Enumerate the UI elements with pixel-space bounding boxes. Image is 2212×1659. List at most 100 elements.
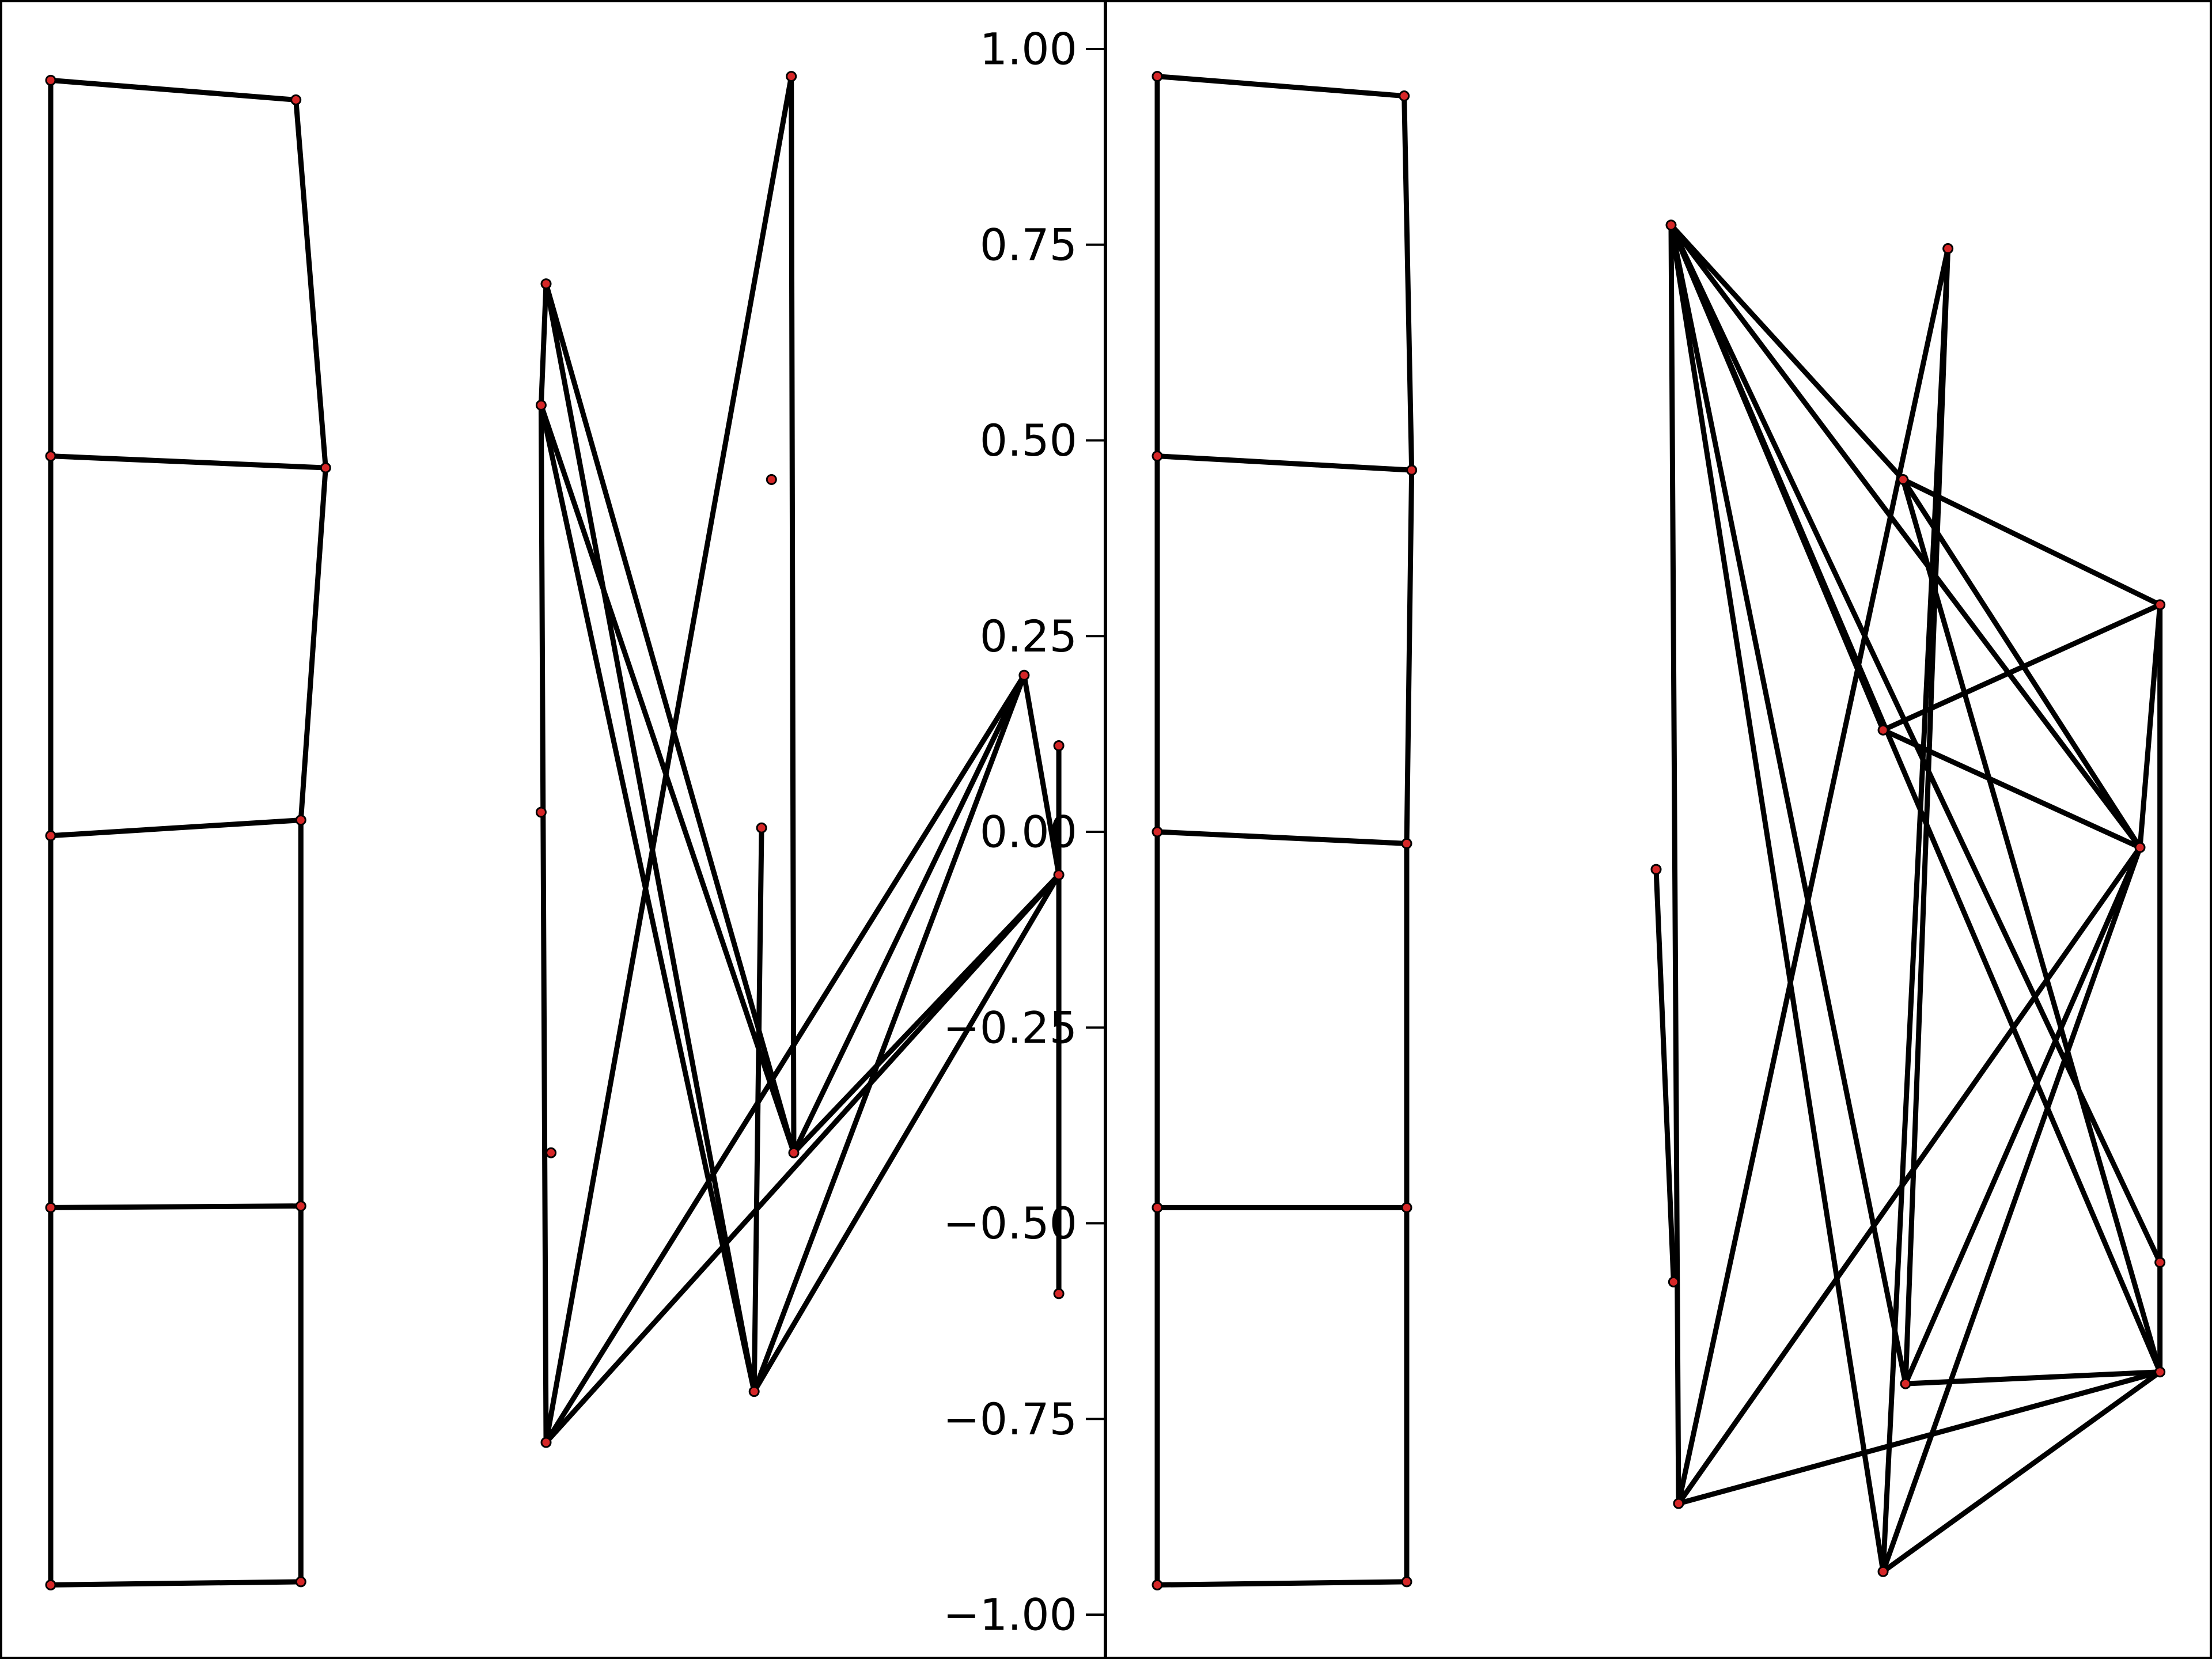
left-nodes-layer [45, 71, 1065, 1590]
left-graph2-edge-4 [538, 402, 757, 1395]
left-graph1-node-7 [295, 1200, 306, 1212]
right-graph2-node-7 [1900, 1378, 1911, 1389]
y-tick-label-7: −0.75 [943, 1393, 1077, 1445]
right-graph1-node-6 [1152, 1202, 1163, 1213]
right-graph1-edge-6 [1154, 829, 1410, 846]
y-tick-label-1: 0.75 [980, 219, 1077, 270]
left-graph2-node-3 [546, 1147, 557, 1158]
right-graph2-node-10 [2134, 842, 2146, 853]
right-graph1-node-9 [1401, 1576, 1412, 1588]
right-graph2-edge-5 [1668, 222, 1908, 1387]
right-graph1-edge-5 [1404, 467, 1415, 846]
left-graph-panel [45, 71, 1065, 1590]
left-graph2-node-13 [1053, 1288, 1065, 1300]
left-graph2-edge-9 [751, 672, 1027, 1395]
right-graph2-node-12 [2154, 1366, 2166, 1378]
left-graph2-node-0 [540, 278, 552, 290]
right-graph2-node-8 [1942, 243, 1954, 255]
left-graph2-node-8 [786, 71, 797, 82]
right-graph2-edge-17 [1880, 844, 2143, 1574]
left-graph2-edge-15 [1021, 672, 1062, 878]
y-axis: 1.00 0.75 0.50 0.25 0.00 −0.25 −0.50 −0.75 −1.00 [943, 24, 1106, 1641]
left-graph2-edge-1 [538, 402, 549, 1445]
right-graph2-edge-10 [1900, 476, 2163, 1375]
right-graph2-node-0 [1650, 863, 1662, 875]
right-graph2-node-9 [2154, 599, 2166, 611]
left-graph2-node-12 [1053, 869, 1065, 881]
left-graph1-edge-2 [293, 97, 328, 471]
right-graph2-edge-1 [1668, 222, 1681, 1506]
right-graph2-edge-4 [1668, 222, 1886, 1574]
y-tick-label-3: 0.25 [980, 611, 1077, 662]
left-graph2-edge-3 [543, 281, 757, 1395]
left-graph2-node-10 [1018, 669, 1030, 681]
right-graph2-node-11 [2154, 1256, 2166, 1268]
left-graph1-edge-9 [48, 1203, 304, 1210]
right-graph1-edge-2 [1402, 93, 1415, 473]
left-graph1-node-3 [320, 462, 331, 474]
right-graph2-edge-2 [1668, 222, 1906, 482]
left-graph2-edge-8 [751, 825, 764, 1395]
left-graph1-node-5 [295, 815, 306, 826]
right-graph2-edge-15 [1676, 1369, 2163, 1506]
left-graph1-node-4 [45, 830, 56, 842]
right-graph1-node-5 [1401, 838, 1412, 849]
left-graph2-edge-0 [538, 281, 549, 408]
right-graph2-edge-13 [1676, 246, 1951, 1506]
right-nodes-layer [1152, 71, 2166, 1590]
right-graph1-edge-0 [1154, 74, 1407, 99]
left-graph2-node-7 [766, 474, 777, 485]
right-graph2-edge-22 [2137, 602, 2163, 850]
left-graph2-node-5 [748, 1386, 760, 1397]
right-graph2-edge-18 [1880, 1369, 2163, 1574]
left-graph2-edge-2 [543, 281, 797, 1156]
left-graph2-edge-13 [543, 672, 1027, 1445]
right-graph1-node-4 [1152, 826, 1163, 838]
right-graph2-node-1 [1665, 219, 1677, 231]
left-graph2-edge-10 [751, 872, 1062, 1395]
left-graph2-node-2 [535, 806, 547, 818]
left-graph1-node-1 [290, 94, 302, 105]
right-graph2-node-5 [1877, 724, 1889, 736]
right-graph-panel [1152, 71, 2166, 1590]
left-graph1-node-8 [45, 1579, 56, 1590]
right-graph2-edge-21 [1903, 1369, 2163, 1387]
right-graph1-node-2 [1152, 450, 1163, 462]
left-graph1-node-9 [295, 1576, 306, 1588]
left-graph2-node-6 [756, 822, 767, 834]
right-graph2-node-2 [1668, 1276, 1679, 1287]
right-graph2-edge-0 [1653, 866, 1676, 1285]
left-graph2-edge-11 [791, 672, 1027, 1156]
left-graph2-node-11 [1053, 740, 1065, 752]
right-graph2-node-4 [1897, 474, 1909, 485]
right-graph2-node-6 [1877, 1566, 1889, 1577]
right-graph2-edge-6 [1668, 222, 2143, 850]
left-graph2-node-4 [540, 1437, 552, 1448]
right-panel-frame [1105, 0, 2212, 1659]
right-graph1-node-0 [1152, 71, 1163, 82]
right-graph2-edge-24 [1900, 476, 2143, 850]
y-tick-label-5: −0.25 [943, 1002, 1077, 1053]
right-graph1-node-3 [1406, 464, 1418, 476]
left-graph1-edge-12 [48, 1579, 304, 1588]
right-graph2-edge-19 [1903, 246, 1951, 1387]
right-graph2-edge-9 [1900, 476, 2163, 608]
left-graph1-edge-3 [48, 453, 328, 471]
left-edges-layer [48, 74, 1062, 1588]
y-tick-label-0: 1.00 [980, 24, 1077, 75]
left-graph1-node-6 [45, 1202, 56, 1213]
right-edges-layer [1154, 74, 2163, 1588]
y-tick-label-4: 0.00 [980, 806, 1077, 858]
left-graph2-edge-7 [789, 74, 797, 1156]
right-graph2-node-3 [1673, 1498, 1684, 1509]
left-graph2-node-1 [535, 399, 547, 411]
left-graph2-edge-6 [543, 74, 794, 1445]
y-tick-label-2: 0.50 [980, 415, 1077, 466]
right-graph1-node-8 [1152, 1579, 1163, 1590]
right-graph1-node-7 [1401, 1202, 1412, 1213]
left-graph1-edge-6 [48, 817, 304, 839]
right-graph1-edge-12 [1154, 1579, 1410, 1588]
left-graph2-node-9 [788, 1147, 800, 1158]
left-graph1-node-2 [45, 450, 56, 462]
